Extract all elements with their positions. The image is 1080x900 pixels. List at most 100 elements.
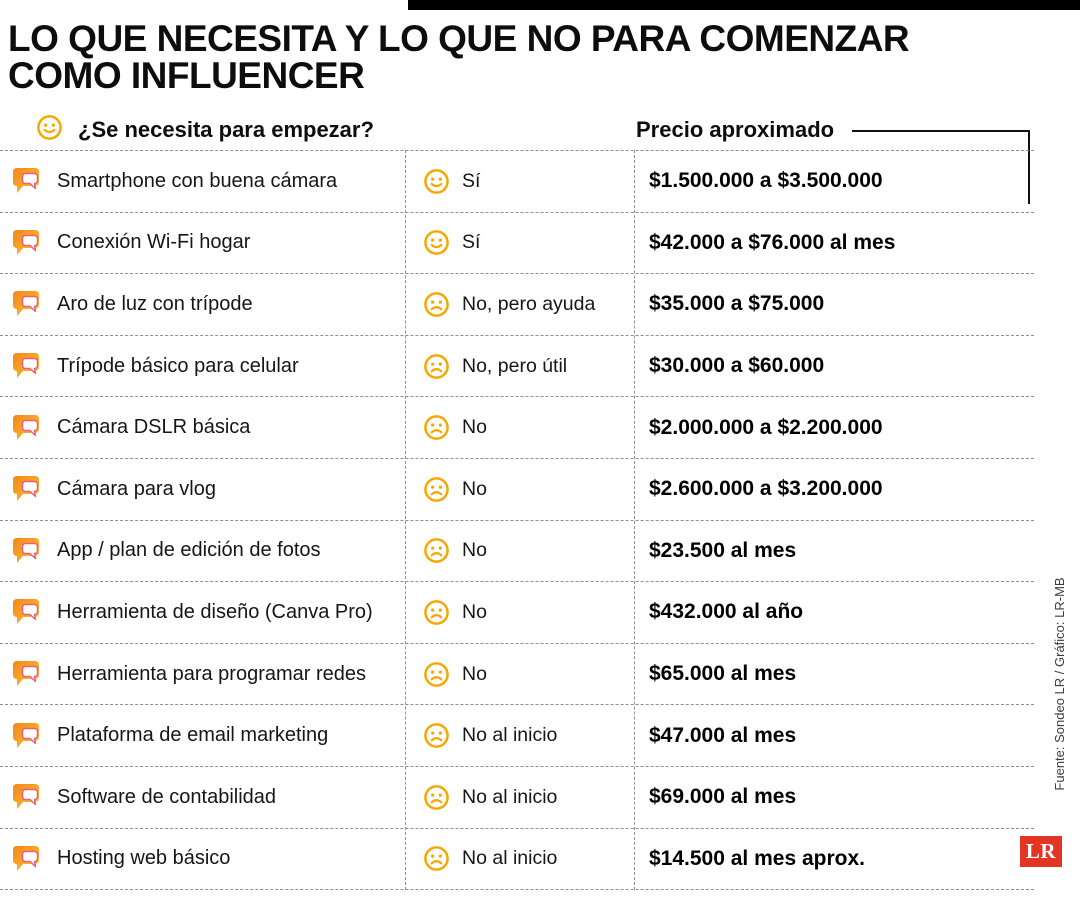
answer-cell: No al inicio <box>405 784 634 811</box>
answer-cell: No, pero útil <box>405 353 634 380</box>
price-cell: $432.000 al año <box>634 600 1034 624</box>
price-label: $35.000 a $75.000 <box>649 292 825 316</box>
price-cell: $1.500.000 a $3.500.000 <box>634 169 1034 193</box>
price-label: $432.000 al año <box>649 600 804 624</box>
answer-cell: No <box>405 537 634 564</box>
answer-cell: Sí <box>405 229 634 256</box>
price-label: $14.500 al mes aprox. <box>649 846 865 870</box>
chat-bubble-icon <box>10 473 42 505</box>
answer-label: No <box>462 416 487 439</box>
answer-label: No <box>462 600 487 623</box>
answer-cell: No al inicio <box>405 722 634 749</box>
column-divider-1 <box>405 150 406 890</box>
lr-logo: LR <box>1020 836 1062 867</box>
table-row-4: Cámara DSLR básica No $2.000.0 <box>0 396 1034 458</box>
table-row-0: Smartphone con buena cámara Sí <box>0 150 1034 212</box>
chat-bubble-icon <box>10 288 42 320</box>
sad-face-icon <box>423 661 450 688</box>
answer-cell: No, pero ayuda <box>405 291 634 318</box>
chat-bubble-icon <box>10 658 42 690</box>
answer-cell: No <box>405 476 634 503</box>
table-row-9: Plataforma de email marketing No al inic… <box>0 704 1034 766</box>
price-label: $23.500 al mes <box>649 538 797 562</box>
answer-label: No al inicio <box>462 724 558 747</box>
column-header-question: ¿Se necesita para empezar? <box>78 117 374 142</box>
table-row-7: Herramienta de diseño (Canva Pro) No <box>0 581 1034 643</box>
happy-face-icon <box>423 229 450 256</box>
answer-label: Sí <box>462 231 481 254</box>
table-row-3: Trípode básico para celular No, pero úti… <box>0 334 1034 397</box>
sad-face-icon <box>423 599 450 626</box>
sad-face-icon <box>423 845 450 872</box>
item-cell: Trípode básico para celular <box>0 350 405 382</box>
item-label: Herramienta de diseño (Canva Pro) <box>57 600 373 623</box>
answer-label: Sí <box>462 169 481 192</box>
page-title-line2: COMO INFLUENCER <box>8 55 365 96</box>
answer-cell: No <box>405 599 634 626</box>
chat-bubble-icon <box>10 720 42 752</box>
price-label: $65.000 al mes <box>649 662 797 686</box>
chat-bubble-icon <box>10 843 42 875</box>
sad-face-icon <box>423 291 450 318</box>
item-cell: Software de contabilidad <box>0 781 405 813</box>
price-cell: $30.000 a $60.000 <box>634 354 1034 378</box>
price-label: $69.000 al mes <box>649 785 797 809</box>
sad-face-icon <box>423 537 450 564</box>
item-cell: Aro de luz con trípode <box>0 288 405 320</box>
item-label: Cámara DSLR básica <box>57 416 251 439</box>
price-label: $42.000 a $76.000 al mes <box>649 230 896 254</box>
table-body: Smartphone con buena cámara Sí <box>0 150 1034 891</box>
table-row-6: App / plan de edición de fotos No <box>0 519 1034 582</box>
sad-face-icon <box>423 414 450 441</box>
sad-face-icon <box>423 722 450 749</box>
price-cell: $2.600.000 a $3.200.000 <box>634 477 1034 501</box>
price-label: $30.000 a $60.000 <box>649 354 825 378</box>
table-row-1: Conexión Wi-Fi hogar Sí $42.00 <box>0 211 1034 274</box>
column-header-price: Precio aproximado <box>636 117 835 142</box>
item-label: Cámara para vlog <box>57 477 216 500</box>
answer-label: No al inicio <box>462 847 558 870</box>
table-row-2: Aro de luz con trípode No, pero ayuda <box>0 273 1034 335</box>
item-label: Smartphone con buena cámara <box>57 169 338 192</box>
chat-bubble-icon <box>10 227 42 259</box>
answer-cell: Sí <box>405 168 634 195</box>
table-row-5: Cámara para vlog No $2.600.000 <box>0 457 1034 520</box>
price-label: $2.600.000 a $3.200.000 <box>649 477 883 501</box>
price-label: $47.000 al mes <box>649 723 797 747</box>
item-cell: Plataforma de email marketing <box>0 720 405 752</box>
item-label: Aro de luz con trípode <box>57 292 253 315</box>
item-label: Plataforma de email marketing <box>57 724 329 747</box>
item-cell: Cámara para vlog <box>0 473 405 505</box>
item-cell: Herramienta para programar redes <box>0 658 405 690</box>
price-bracket-line <box>852 130 1030 204</box>
chat-bubble-icon <box>10 535 42 567</box>
chat-bubble-icon <box>10 781 42 813</box>
top-bar <box>408 0 1080 10</box>
answer-label: No al inicio <box>462 785 558 808</box>
happy-face-icon <box>36 114 63 141</box>
answer-label: No <box>462 539 487 562</box>
price-cell: $2.000.000 a $2.200.000 <box>634 416 1034 440</box>
item-label: App / plan de edición de fotos <box>57 539 321 562</box>
price-cell: $35.000 a $75.000 <box>634 292 1034 316</box>
source-credit: Fuente: Sondeo LR / Gráfico: LR-MB <box>1052 577 1067 791</box>
item-cell: Smartphone con buena cámara <box>0 165 405 197</box>
price-label: $1.500.000 a $3.500.000 <box>649 169 883 193</box>
page-title-line1: LO QUE NECESITA Y LO QUE NO PARA COMENZA… <box>8 18 910 59</box>
answer-label: No, pero útil <box>462 354 568 377</box>
item-label: Conexión Wi-Fi hogar <box>57 231 251 254</box>
item-label: Software de contabilidad <box>57 785 277 808</box>
happy-face-icon <box>423 168 450 195</box>
answer-label: No, pero ayuda <box>462 292 596 315</box>
item-label: Trípode básico para celular <box>57 354 299 377</box>
item-cell: Hosting web básico <box>0 843 405 875</box>
answer-cell: No al inicio <box>405 845 634 872</box>
sad-face-icon <box>423 784 450 811</box>
column-divider-2 <box>634 150 635 890</box>
item-label: Herramienta para programar redes <box>57 662 367 685</box>
price-label: $2.000.000 a $2.200.000 <box>649 415 883 439</box>
answer-label: No <box>462 477 487 500</box>
price-cell: $23.500 al mes <box>634 539 1034 563</box>
page-title: LO QUE NECESITA Y LO QUE NO PARA COMENZA… <box>8 18 910 96</box>
